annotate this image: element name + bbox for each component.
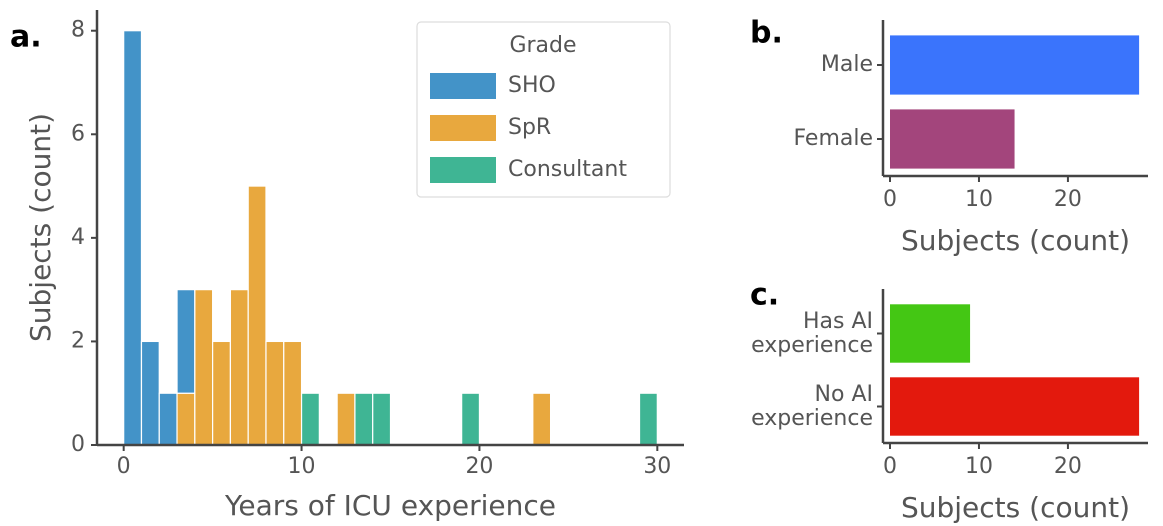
x-tick-label: 0 bbox=[883, 187, 897, 212]
x-tick-label: 20 bbox=[465, 454, 493, 479]
legend-swatch bbox=[430, 73, 496, 99]
histogram-bar bbox=[354, 392, 374, 446]
y-tick-label: No AI experience bbox=[751, 381, 873, 431]
x-tick-label: 30 bbox=[643, 454, 671, 479]
legend-title: Grade bbox=[509, 33, 576, 58]
y-tick-label: Has AI experience bbox=[751, 308, 873, 358]
histogram-bar bbox=[176, 392, 196, 446]
x-tick-label: 10 bbox=[965, 187, 993, 212]
y-tick-label: Male bbox=[820, 51, 873, 77]
histogram-bar bbox=[212, 340, 232, 446]
x-tick-label: 20 bbox=[1054, 454, 1082, 479]
y-tick-label: Female bbox=[793, 125, 873, 151]
bar bbox=[890, 109, 1015, 169]
panel-label: b. bbox=[750, 16, 783, 51]
y-tick-label: 0 bbox=[71, 432, 85, 457]
histogram-bar bbox=[300, 392, 320, 446]
y-tick-label: 4 bbox=[71, 225, 85, 250]
histogram-bar bbox=[140, 340, 160, 446]
x-axis-label: Subjects (count) bbox=[901, 224, 1130, 257]
y-tick-label: 6 bbox=[71, 121, 85, 146]
x-axis-label: Years of ICU experience bbox=[224, 489, 556, 522]
histogram-bar bbox=[158, 392, 178, 446]
histogram-bar bbox=[194, 289, 214, 446]
histogram-bar bbox=[461, 392, 481, 446]
x-tick-label: 0 bbox=[117, 454, 131, 479]
legend-label: SpR bbox=[508, 115, 551, 140]
histogram-bar bbox=[638, 392, 658, 446]
bar bbox=[890, 304, 971, 363]
histogram-bar bbox=[265, 340, 285, 446]
histogram-bar bbox=[336, 392, 356, 446]
legend-box bbox=[416, 21, 671, 198]
histogram-bar bbox=[123, 30, 143, 446]
histogram-bar bbox=[176, 289, 196, 394]
histogram-bar bbox=[532, 392, 552, 446]
y-tick-label: 2 bbox=[71, 328, 85, 353]
legend-label: Consultant bbox=[508, 157, 627, 182]
legend-swatch bbox=[430, 115, 496, 141]
x-tick-label: 10 bbox=[288, 454, 316, 479]
histogram-bar bbox=[283, 340, 303, 446]
histogram-bar bbox=[229, 289, 249, 446]
histogram-bar bbox=[247, 185, 267, 446]
x-tick-label: 10 bbox=[965, 454, 993, 479]
y-axis-label: Subjects (count) bbox=[24, 113, 57, 342]
panel-label: c. bbox=[750, 278, 779, 313]
bar bbox=[890, 35, 1140, 95]
x-axis-label: Subjects (count) bbox=[901, 491, 1130, 524]
legend-swatch bbox=[430, 157, 496, 183]
x-tick-label: 0 bbox=[883, 454, 897, 479]
bar bbox=[890, 377, 1140, 436]
y-tick-label: 8 bbox=[71, 18, 85, 43]
histogram-bar bbox=[372, 392, 392, 446]
legend-label: SHO bbox=[508, 73, 556, 98]
panel-label: a. bbox=[10, 20, 42, 55]
x-tick-label: 20 bbox=[1054, 187, 1082, 212]
